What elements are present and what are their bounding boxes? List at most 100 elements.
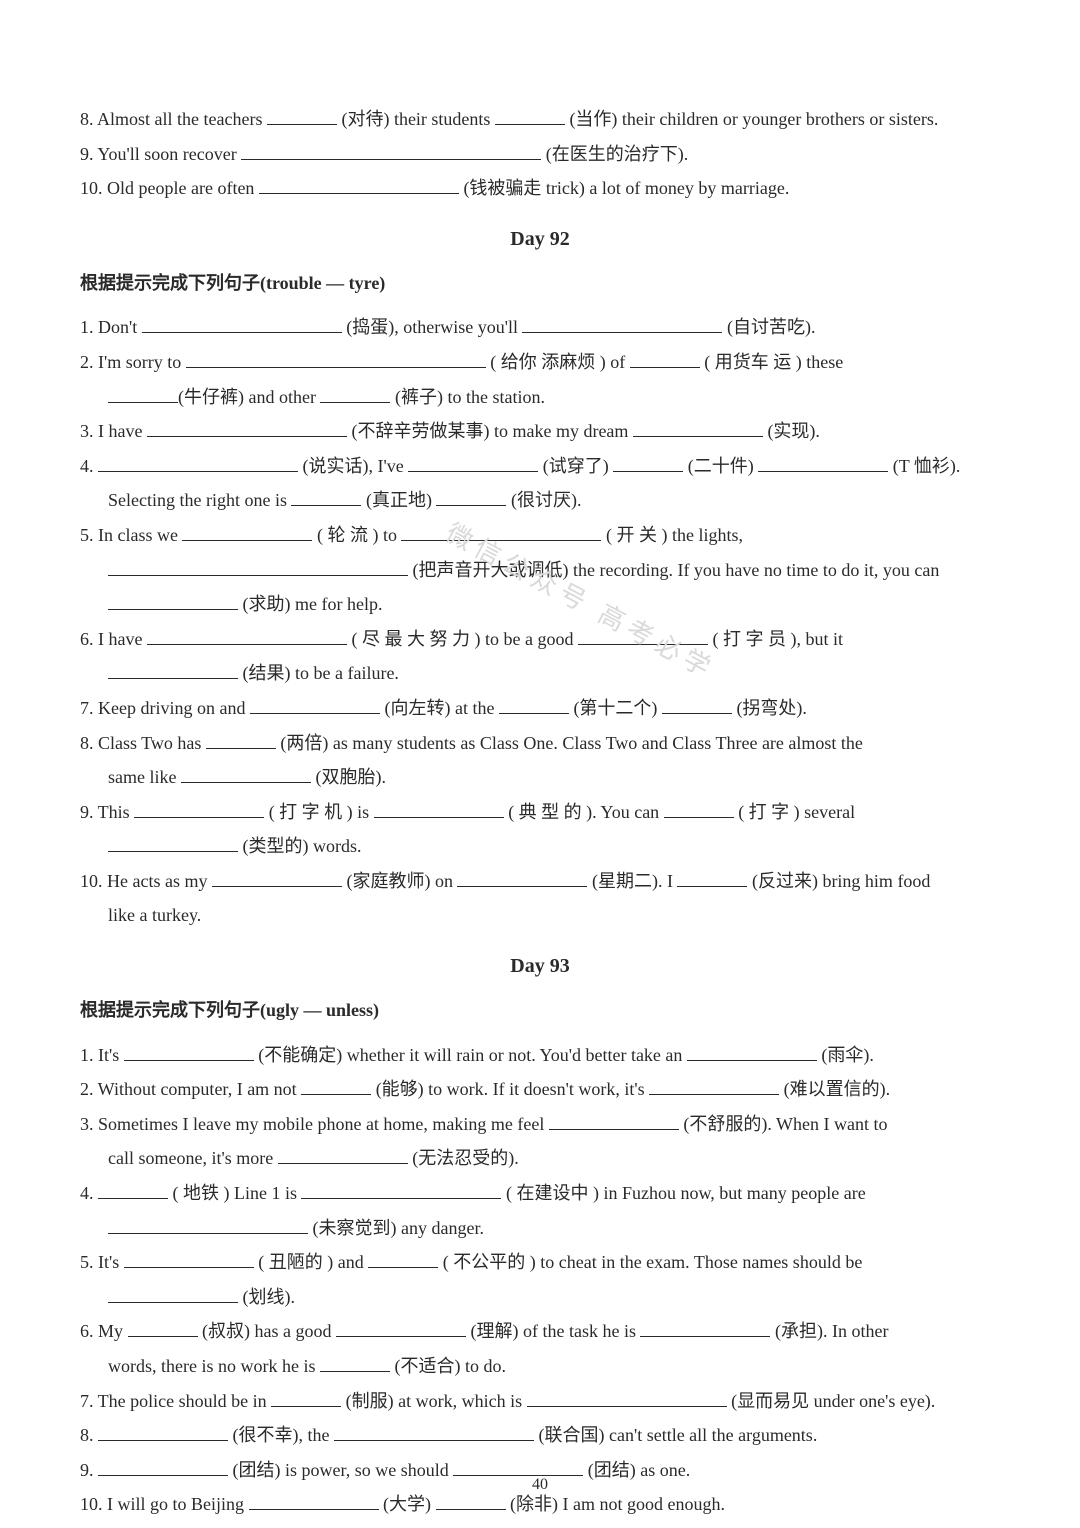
text: (牛仔裤) and other (178, 387, 320, 407)
blank[interactable] (578, 627, 708, 645)
blank[interactable] (527, 1389, 727, 1407)
text: (两倍) as many students as Class One. Clas… (280, 733, 862, 753)
blank[interactable] (334, 1423, 534, 1441)
blank[interactable] (98, 454, 298, 472)
d93-q3b: call someone, it's more (无法忍受的). (80, 1143, 1000, 1174)
d93-q4: 4. ( 地铁 ) Line 1 is ( 在建设中 ) in Fuzhou n… (80, 1178, 1000, 1209)
d92-q4: 4. (说实话), I've (试穿了) (二十件) (T 恤衫). (80, 451, 1000, 482)
blank[interactable] (677, 869, 747, 887)
text: (类型的) words. (243, 836, 362, 856)
text: 6. My (80, 1321, 128, 1341)
blank[interactable] (368, 1250, 438, 1268)
blank[interactable] (549, 1112, 679, 1130)
text: (说实话), I've (303, 456, 409, 476)
blank[interactable] (98, 1423, 228, 1441)
blank[interactable] (108, 592, 238, 610)
text: ( 给你 添麻烦 ) of (490, 352, 629, 372)
blank[interactable] (436, 488, 506, 506)
blank[interactable] (98, 1181, 168, 1199)
text: (第十二个) (573, 698, 662, 718)
blank[interactable] (320, 384, 390, 402)
blank[interactable] (374, 800, 504, 818)
blank[interactable] (124, 1043, 254, 1061)
blank[interactable] (147, 627, 347, 645)
blank[interactable] (291, 488, 361, 506)
text: 10. He acts as my (80, 871, 212, 891)
text: 10. Old people are often (80, 178, 259, 198)
blank[interactable] (108, 1216, 308, 1234)
top-q9: 9. You'll soon recover (在医生的治疗下). (80, 139, 1000, 170)
blank[interactable] (495, 107, 565, 125)
d92-q5b: (把声音开大或调低) the recording. If you have no… (80, 555, 1000, 586)
text: words, there is no work he is (108, 1356, 320, 1376)
blank[interactable] (649, 1077, 779, 1095)
blank[interactable] (640, 1319, 770, 1337)
blank[interactable] (271, 1389, 341, 1407)
blank[interactable] (212, 869, 342, 887)
blank[interactable] (630, 350, 700, 368)
d93-q2: 2. Without computer, I am not (能够) to wo… (80, 1074, 1000, 1105)
text: (能够) to work. If it doesn't work, it's (376, 1079, 649, 1099)
text: (叔叔) has a good (202, 1321, 336, 1341)
blank[interactable] (108, 834, 238, 852)
text: (钱被骗走 trick) a lot of money by marriage. (463, 178, 789, 198)
text: (拐弯处). (736, 698, 807, 718)
day92-title: Day 92 (80, 222, 1000, 256)
blank[interactable] (267, 107, 337, 125)
blank[interactable] (250, 696, 380, 714)
blank[interactable] (124, 1250, 254, 1268)
blank[interactable] (147, 419, 347, 437)
text: ( 在建设中 ) in Fuzhou now, but many people … (506, 1183, 866, 1203)
d92-q6b: (结果) to be a failure. (80, 658, 1000, 689)
blank[interactable] (522, 315, 722, 333)
text: (无法忍受的). (412, 1148, 519, 1168)
blank[interactable] (758, 454, 888, 472)
d92-q10b: like a turkey. (80, 900, 1000, 931)
blank[interactable] (278, 1146, 408, 1164)
text: 2. I'm sorry to (80, 352, 186, 372)
blank[interactable] (182, 523, 312, 541)
blank[interactable] (259, 176, 459, 194)
d93-q6: 6. My (叔叔) has a good (理解) of the task h… (80, 1316, 1000, 1347)
blank[interactable] (108, 1285, 238, 1303)
text: (雨伞). (821, 1045, 874, 1065)
blank[interactable] (662, 696, 732, 714)
blank[interactable] (108, 557, 408, 575)
blank[interactable] (401, 523, 601, 541)
text: (不适合) to do. (394, 1356, 506, 1376)
blank[interactable] (664, 800, 734, 818)
blank[interactable] (457, 869, 587, 887)
blank[interactable] (181, 765, 311, 783)
blank[interactable] (499, 696, 569, 714)
blank[interactable] (408, 454, 538, 472)
text: (把声音开大或调低) the recording. If you have no… (413, 560, 940, 580)
text: 5. In class we (80, 525, 182, 545)
blank[interactable] (613, 454, 683, 472)
blank[interactable] (301, 1181, 501, 1199)
text: (难以置信的). (784, 1079, 891, 1099)
blank[interactable] (186, 350, 486, 368)
text: 3. Sometimes I leave my mobile phone at … (80, 1114, 549, 1134)
blank[interactable] (320, 1354, 390, 1372)
d93-q5b: (划线). (80, 1282, 1000, 1313)
blank[interactable] (633, 419, 763, 437)
blank[interactable] (687, 1043, 817, 1061)
d93-q1: 1. It's (不能确定) whether it will rain or n… (80, 1040, 1000, 1071)
blank[interactable] (336, 1319, 466, 1337)
blank[interactable] (241, 142, 541, 160)
text: (自讨苦吃). (727, 317, 816, 337)
text: 7. Keep driving on and (80, 698, 250, 718)
blank[interactable] (128, 1319, 198, 1337)
text: ( 用货车 运 ) these (704, 352, 843, 372)
text: 1. It's (80, 1045, 124, 1065)
top-q10: 10. Old people are often (钱被骗走 trick) a … (80, 173, 1000, 204)
text: 5. It's (80, 1252, 124, 1272)
blank[interactable] (134, 800, 264, 818)
text: (二十件) (688, 456, 759, 476)
blank[interactable] (142, 315, 342, 333)
blank[interactable] (108, 661, 238, 679)
d92-q5: 5. In class we ( 轮 流 ) to ( 开 关 ) the li… (80, 520, 1000, 551)
blank[interactable] (301, 1077, 371, 1095)
blank[interactable] (108, 384, 178, 402)
blank[interactable] (206, 730, 276, 748)
